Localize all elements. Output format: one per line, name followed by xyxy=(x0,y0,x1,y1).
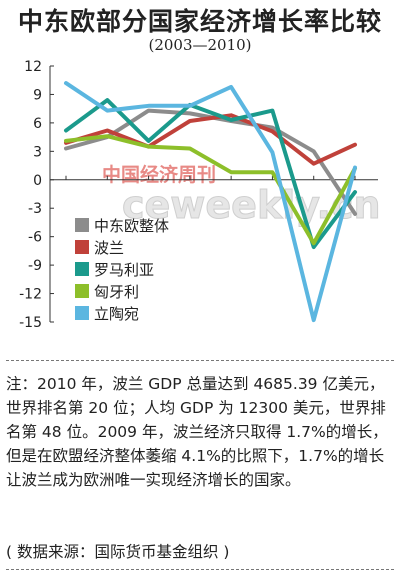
y-tick-label: -3 xyxy=(28,201,42,217)
y-tick-label: -6 xyxy=(28,230,42,246)
y-tick-label: 9 xyxy=(33,87,42,103)
series-lines xyxy=(64,81,357,323)
y-tick-label: 3 xyxy=(33,144,42,160)
watermark-cn-text: 中国经济周刊 xyxy=(102,163,216,186)
legend-swatch xyxy=(75,240,89,254)
series-line-2 xyxy=(64,113,357,166)
chart-subtitle: (2003—2010) xyxy=(148,36,252,54)
separator-line-bottom xyxy=(6,569,394,570)
y-tick-label: 6 xyxy=(33,116,42,132)
legend-swatch xyxy=(75,284,89,298)
y-tick-label: -12 xyxy=(19,287,42,303)
y-tick-label: -9 xyxy=(28,258,42,274)
series-line-5 xyxy=(64,81,357,323)
legend-label: 立陶宛 xyxy=(94,305,139,323)
series-line-4 xyxy=(64,134,357,246)
separator-line xyxy=(6,360,394,361)
legend-swatch xyxy=(75,262,89,276)
note-text: 注：2010 年，波兰 GDP 总量达到 4685.39 亿美元，世界排名第 2… xyxy=(6,375,388,489)
chart-title: 中东欧部分国家经济增长率比较 xyxy=(17,7,382,36)
legend-label: 匈牙利 xyxy=(94,283,139,301)
source-text: ( 数据来源：国际货币基金组织 ) xyxy=(6,543,230,561)
y-tick-label: -15 xyxy=(19,315,42,331)
series-line-3 xyxy=(64,98,357,250)
legend-label: 中东欧整体 xyxy=(94,217,169,235)
legend-label: 罗马利亚 xyxy=(94,261,154,279)
legend-label: 波兰 xyxy=(94,239,124,257)
y-tick-label: 12 xyxy=(24,59,42,75)
legend-swatch xyxy=(75,306,89,320)
y-tick-label: 0 xyxy=(33,173,42,189)
axes: 12 9 6 3 0 -3 -6 -9 -12 -15 xyxy=(19,59,378,331)
legend-swatch xyxy=(75,218,89,232)
